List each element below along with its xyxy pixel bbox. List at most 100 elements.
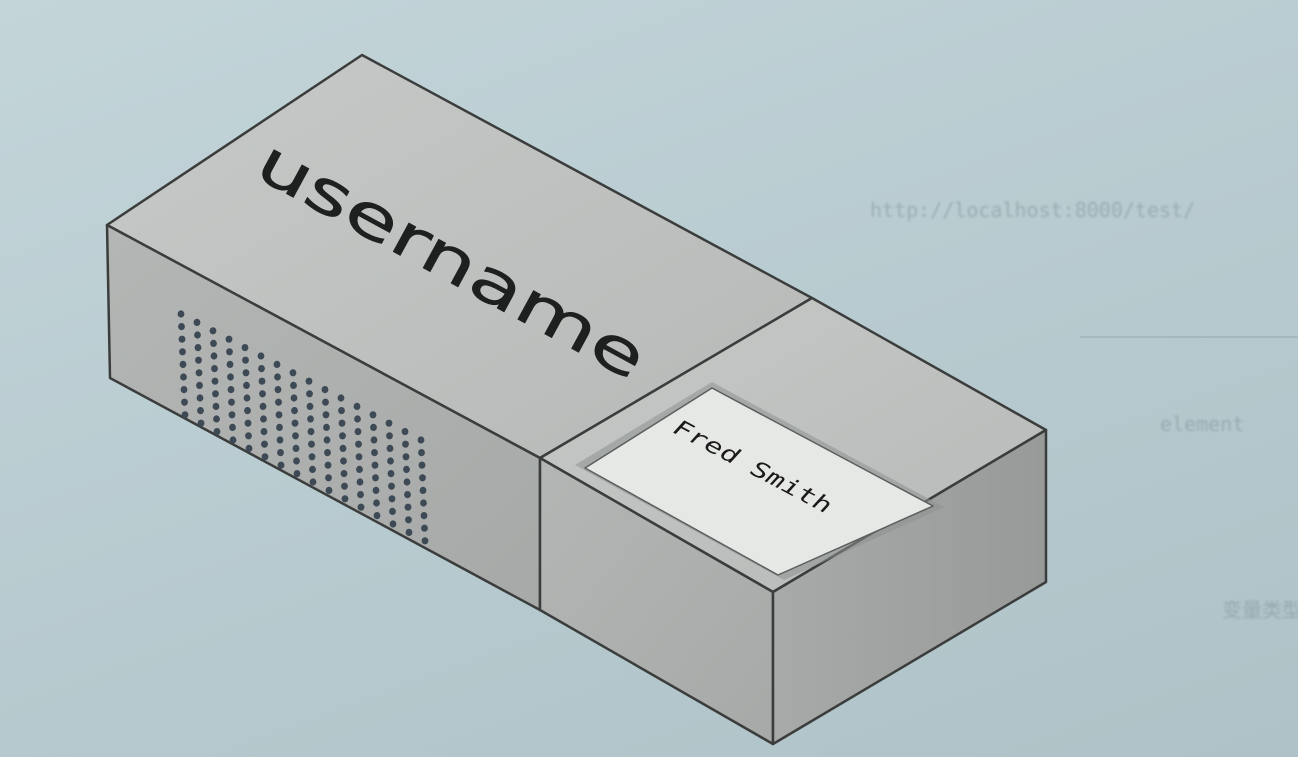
vent-hole — [258, 365, 265, 373]
vent-grille — [177, 310, 429, 545]
vent-hole — [387, 457, 394, 465]
vent-hole — [225, 335, 233, 343]
vent-hole — [227, 373, 234, 381]
vent-hole — [193, 318, 201, 326]
vent-hole — [259, 390, 266, 398]
vent-hole — [291, 419, 299, 427]
vent-hole — [307, 428, 315, 436]
vent-hole — [340, 470, 348, 478]
vent-hole — [388, 482, 395, 490]
vent-hole — [341, 482, 348, 490]
vent-hole — [356, 465, 363, 473]
vent-hole — [420, 499, 427, 507]
vent-hole — [405, 528, 413, 537]
vent-hole — [291, 407, 298, 415]
vent-hole — [356, 478, 364, 486]
vent-hole — [388, 495, 396, 503]
vent-hole — [353, 402, 361, 410]
vent-hole — [289, 369, 297, 377]
vent-hole — [213, 428, 221, 436]
vent-hole — [305, 377, 313, 385]
vent-hole — [228, 411, 236, 419]
vent-hole — [212, 402, 220, 410]
vent-hole — [417, 436, 425, 444]
vent-hole — [211, 377, 219, 385]
vent-hole — [242, 369, 250, 377]
background-element-text: element — [1160, 412, 1245, 436]
vent-hole — [420, 511, 428, 520]
vent-hole — [338, 407, 345, 415]
vent-hole — [337, 394, 345, 402]
vent-hole — [293, 457, 300, 465]
vent-hole — [307, 415, 314, 423]
vent-hole — [194, 344, 202, 352]
vent-hole — [194, 331, 201, 339]
vent-hole — [244, 419, 252, 427]
vent-hole — [371, 449, 378, 457]
vent-hole — [274, 373, 281, 381]
vent-hole — [355, 440, 362, 448]
vent-hole — [306, 390, 313, 398]
vent-hole — [275, 398, 282, 406]
vent-hole — [325, 474, 332, 482]
vent-hole — [372, 486, 380, 494]
vent-hole — [212, 390, 219, 398]
vent-hole — [243, 394, 251, 402]
vent-hole — [340, 457, 347, 465]
vent-hole — [386, 432, 393, 440]
vent-hole — [276, 423, 283, 431]
vent-hole — [418, 449, 425, 457]
vent-hole — [418, 461, 426, 469]
vent-hole — [370, 423, 377, 431]
vent-hole — [259, 402, 267, 410]
vent-hole — [228, 398, 235, 406]
vent-hole — [325, 486, 333, 494]
vent-hole — [177, 310, 185, 318]
vent-hole — [355, 453, 363, 461]
name-card — [584, 387, 934, 576]
vent-hole — [373, 499, 380, 507]
vent-hole — [210, 352, 218, 360]
vent-hole — [293, 470, 301, 478]
vent-hole — [386, 444, 394, 452]
vent-hole — [371, 461, 379, 469]
vent-hole — [197, 419, 205, 427]
vent-hole — [241, 344, 249, 352]
vent-hole — [245, 444, 253, 452]
vent-hole — [226, 348, 233, 356]
vent-hole — [309, 478, 317, 486]
vent-hole — [403, 465, 410, 473]
background-heading-text: 变量类型 — [1222, 598, 1298, 622]
vent-hole — [354, 428, 362, 436]
vent-hole — [404, 503, 412, 511]
vent-hole — [323, 436, 331, 444]
vent-hole — [404, 491, 411, 499]
vent-hole — [324, 449, 331, 457]
vent-hole — [260, 415, 267, 423]
vent-hole — [213, 415, 220, 423]
vent-hole — [226, 360, 234, 368]
vent-hole — [421, 524, 428, 532]
vent-hole — [210, 339, 217, 347]
vent-hole — [178, 335, 186, 343]
vent-hole — [402, 453, 410, 461]
vent-hole — [258, 377, 266, 385]
vent-hole — [229, 436, 237, 444]
vent-hole — [405, 516, 412, 524]
vent-hole — [387, 470, 395, 478]
vent-hole — [402, 440, 409, 448]
vent-hole — [373, 511, 381, 520]
vent-hole — [179, 348, 186, 356]
vent-hole — [341, 495, 349, 503]
vent-hole — [421, 537, 429, 545]
vent-hole — [308, 453, 316, 461]
vent-hole — [243, 381, 250, 389]
vent-hole — [196, 381, 203, 389]
vent-hole — [229, 423, 236, 431]
vent-hole — [338, 419, 346, 427]
vent-hole — [257, 352, 265, 360]
vent-hole — [277, 461, 285, 469]
vent-hole — [357, 503, 365, 511]
